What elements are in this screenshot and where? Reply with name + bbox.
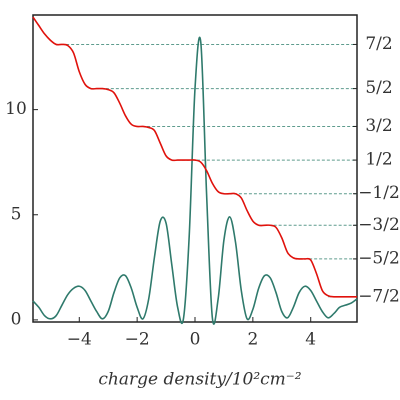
plot-frame [32, 14, 358, 323]
y2-tick-label: −1/2 [358, 183, 400, 203]
x-axis-label: charge density/10²cm⁻² [98, 370, 301, 390]
y2-tick-label: −3/2 [358, 215, 400, 235]
y2-tick-label: −5/2 [358, 248, 400, 268]
y2-tick-label: −7/2 [358, 286, 400, 306]
series-line [32, 36, 358, 325]
x-tick-label: −4 [67, 330, 92, 350]
y2-tick-label: 3/2 [365, 116, 392, 136]
x-tick-label: 4 [305, 330, 316, 350]
x-tick-label: −2 [125, 330, 150, 350]
y-tick-label: 5 [11, 204, 22, 224]
y2-tick-label: 5/2 [365, 78, 392, 98]
y-tick-label: 10 [5, 99, 27, 119]
x-tick-label: 2 [247, 330, 258, 350]
y2-tick-label: 7/2 [365, 34, 392, 54]
x-tick-label: 0 [190, 330, 201, 350]
series-line [32, 16, 357, 298]
y-tick-label: 0 [11, 309, 22, 329]
y2-tick-label: 1/2 [365, 150, 392, 170]
